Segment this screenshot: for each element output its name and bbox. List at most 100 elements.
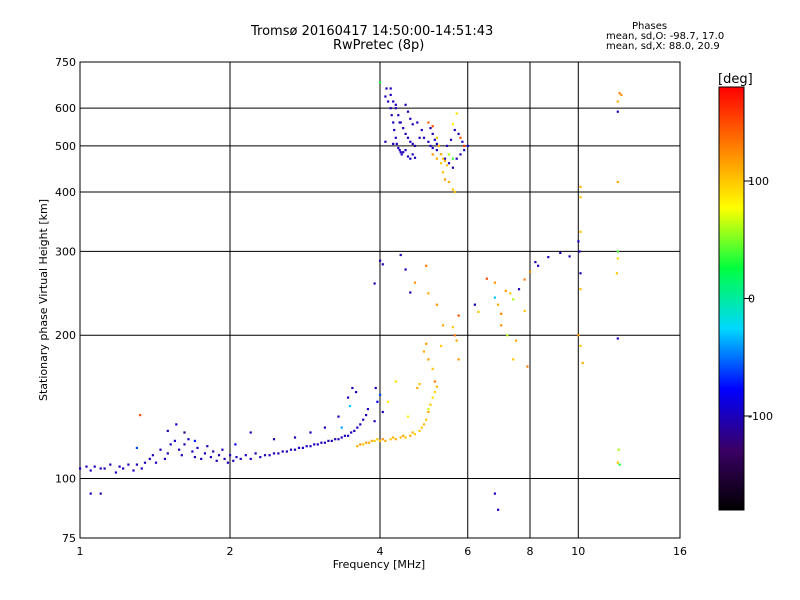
- data-point: [340, 436, 343, 439]
- data-point: [374, 386, 377, 390]
- data-point: [526, 365, 529, 368]
- data-point: [132, 469, 135, 472]
- data-point: [473, 303, 476, 306]
- data-point: [337, 415, 340, 418]
- data-point: [277, 452, 280, 455]
- data-point: [239, 457, 242, 460]
- data-point: [395, 142, 398, 145]
- data-point: [139, 414, 142, 417]
- data-point: [191, 450, 194, 453]
- data-point: [422, 423, 426, 426]
- data-point: [163, 457, 166, 460]
- data-point: [409, 434, 412, 437]
- data-point: [381, 410, 384, 414]
- data-point: [389, 438, 392, 441]
- data-point: [431, 125, 434, 128]
- data-point: [281, 450, 284, 453]
- data-point: [523, 309, 526, 313]
- data-point: [348, 405, 352, 408]
- data-point: [384, 439, 387, 442]
- data-point: [431, 367, 434, 370]
- data-point: [234, 443, 237, 446]
- data-point: [577, 240, 580, 243]
- data-point: [451, 123, 454, 126]
- data-point: [356, 445, 359, 448]
- data-point: [416, 121, 419, 124]
- data-point: [114, 471, 117, 474]
- y-tick-label: 500: [55, 140, 76, 153]
- data-point: [534, 261, 537, 264]
- data-point: [411, 431, 414, 434]
- data-point: [427, 140, 430, 143]
- data-point: [618, 92, 621, 95]
- data-point: [427, 410, 430, 414]
- data-point: [178, 448, 181, 451]
- data-point: [406, 415, 410, 418]
- data-point: [559, 251, 562, 254]
- data-point: [196, 446, 199, 449]
- colorbar: [718, 86, 745, 511]
- data-point: [411, 123, 414, 126]
- data-point: [441, 157, 445, 160]
- data-point: [461, 140, 464, 143]
- data-point: [235, 456, 238, 459]
- data-point: [406, 110, 410, 113]
- data-point: [89, 492, 92, 495]
- data-point: [166, 452, 169, 455]
- data-point: [402, 434, 405, 437]
- data-point: [493, 296, 496, 299]
- data-point: [400, 153, 403, 156]
- data-point: [359, 443, 362, 446]
- data-point: [512, 358, 515, 361]
- data-point: [154, 461, 158, 464]
- data-point: [209, 456, 212, 459]
- data-point: [122, 467, 125, 470]
- data-point: [254, 452, 257, 455]
- data-point: [409, 140, 412, 143]
- data-point: [493, 281, 496, 284]
- data-point: [581, 361, 584, 364]
- data-point: [433, 391, 436, 394]
- data-point: [579, 185, 582, 188]
- data-point: [618, 463, 621, 466]
- data-point: [373, 420, 376, 423]
- data-point: [392, 100, 395, 103]
- data-point: [616, 250, 619, 253]
- data-point: [477, 310, 480, 313]
- data-point: [404, 149, 407, 152]
- data-point: [568, 255, 571, 258]
- x-tick-label: 8: [527, 545, 534, 558]
- data-point: [402, 151, 405, 154]
- data-point: [578, 250, 581, 253]
- data-point: [323, 426, 326, 429]
- x-tick-label: 2: [227, 545, 234, 558]
- data-point: [392, 142, 395, 145]
- data-point: [406, 136, 410, 139]
- phase-statistics: Phases mean, sd,O: -98.7, 17.0 mean, sd,…: [606, 22, 724, 52]
- data-point: [517, 288, 521, 291]
- data-point: [616, 110, 619, 113]
- data-point: [411, 142, 414, 145]
- data-point: [433, 138, 436, 141]
- data-point: [617, 448, 620, 451]
- y-tick-label: 200: [55, 329, 76, 342]
- data-point: [365, 414, 368, 417]
- data-point: [221, 448, 224, 451]
- data-point: [223, 457, 226, 460]
- data-point: [579, 272, 582, 275]
- data-point: [409, 157, 412, 160]
- data-point: [485, 277, 488, 280]
- data-point: [370, 439, 373, 442]
- data-point: [459, 136, 462, 139]
- data-point: [143, 461, 147, 464]
- data-point: [431, 396, 434, 399]
- data-point: [173, 439, 176, 442]
- data-point: [397, 146, 400, 150]
- data-point: [500, 324, 503, 327]
- data-point: [249, 431, 252, 434]
- data-point: [443, 178, 447, 181]
- data-point: [393, 128, 396, 132]
- data-point: [429, 403, 432, 406]
- data-point: [140, 467, 143, 470]
- data-point: [431, 146, 434, 150]
